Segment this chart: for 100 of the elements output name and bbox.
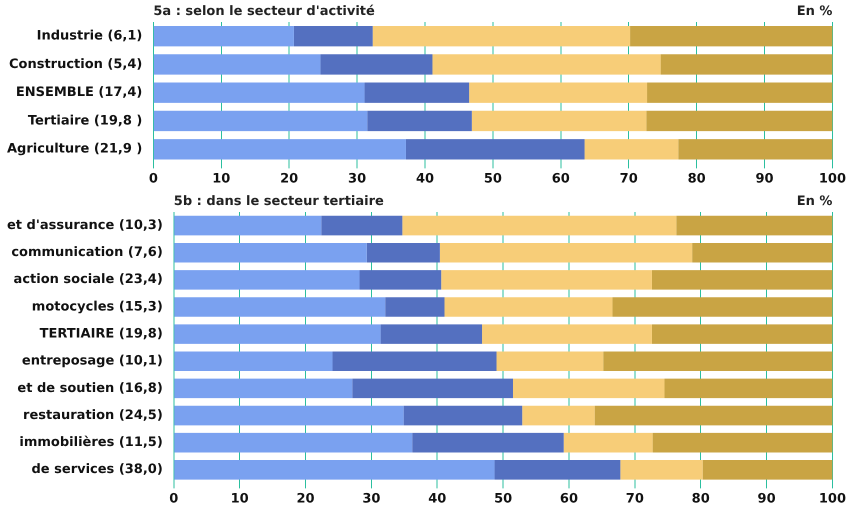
bar [522,406,595,426]
bar [660,54,832,75]
bar [512,378,664,398]
y-tick-label: Industrie (6,1) [36,28,142,44]
bar [332,352,497,372]
bar [372,26,630,46]
bar [494,460,620,480]
bar [174,352,333,372]
bar [432,54,661,75]
bar [174,242,367,262]
y-tick-label: de services (38,0) [31,462,163,478]
bar [174,216,322,236]
x-tick-label: 10 [212,172,230,187]
x-tick-label: 50 [484,172,502,187]
bar [174,432,412,452]
y-tick-label: Agriculture (21,9 ) [7,142,142,157]
x-tick-label: 70 [620,172,638,187]
bar [174,297,386,317]
bar [352,378,513,398]
bar [594,406,832,426]
bar [444,297,612,317]
bar [702,460,832,480]
x-tick-label: 20 [296,492,315,507]
bar [440,242,692,262]
chart-title: 5a : selon le secteur d'activité [153,4,376,19]
chart-title: 5b : dans le secteur tertiaire [174,194,384,209]
bar [404,406,522,426]
x-tick-label: 70 [626,492,644,507]
y-tick-label: immobilières (11,5) [19,435,163,450]
bar [366,242,440,262]
bar [652,432,832,452]
y-tick-label: action sociale (23,4) [14,272,163,288]
bar [612,297,832,317]
x-tick-label: 90 [758,492,776,507]
bar [630,26,832,46]
y-tick-label: restauration (24,5) [23,408,163,423]
y-tick-label: TERTIAIRE (19,8) [40,326,163,342]
x-tick-label: 0 [148,172,158,187]
x-tick-label: 80 [692,492,710,507]
bar [620,460,703,480]
bar [496,352,604,372]
x-tick-label: 30 [348,172,366,187]
bar [647,82,832,103]
y-tick-label: motocycles (15,3) [32,299,163,314]
bar [406,139,585,160]
y-tick-label: entreposage (10,1) [22,354,163,369]
bar [469,82,648,103]
bar [367,110,472,132]
bar [678,139,832,160]
bar [692,242,832,262]
bar [441,270,652,290]
x-tick-label: 10 [230,492,249,507]
bar [154,82,365,103]
bar [652,270,832,290]
x-tick-label: 30 [362,492,380,507]
bar [646,110,832,132]
text: En % [796,4,832,19]
bar [402,216,676,236]
x-tick-label: 100 [818,172,846,187]
x-tick-label: 90 [755,172,774,187]
x-tick-label: 40 [416,172,434,187]
x-tick-label: 60 [552,172,570,187]
bar [154,139,406,160]
y-tick-label: Tertiaire (19,8 ) [28,113,142,128]
y-tick-label: et de soutien (16,8) [17,380,163,396]
x-tick-label: 0 [169,492,178,507]
bar [364,82,470,103]
bar [482,324,652,344]
bar [603,352,832,372]
bar [676,216,832,236]
bar [321,216,402,236]
bar [174,270,360,290]
bar [360,270,442,290]
y-tick-label: communication (7,6) [11,245,163,260]
text: En % [796,194,832,209]
bar [412,432,564,452]
bar [380,324,482,344]
y-tick-label: ENSEMBLE (17,4) [16,85,142,100]
bar [174,378,352,398]
bar [664,378,832,398]
bar [154,110,368,132]
y-tick-label: Construction (5,4) [9,56,142,72]
x-tick-label: 100 [818,492,846,507]
x-tick-label: 60 [560,492,578,507]
x-tick-label: 20 [280,172,298,187]
x-tick-label: 80 [688,172,706,187]
bar [584,139,678,160]
bar [174,406,404,426]
bar [174,324,381,344]
bar [174,460,495,480]
bar [154,54,320,75]
x-tick-label: 40 [428,492,446,507]
bar [154,26,294,46]
bar [294,26,373,46]
bar [472,110,646,132]
bar [564,432,653,452]
bar [320,54,432,75]
bar [385,297,444,317]
y-tick-label: et d'assurance (10,3) [6,218,163,233]
x-tick-label: 50 [494,492,512,507]
